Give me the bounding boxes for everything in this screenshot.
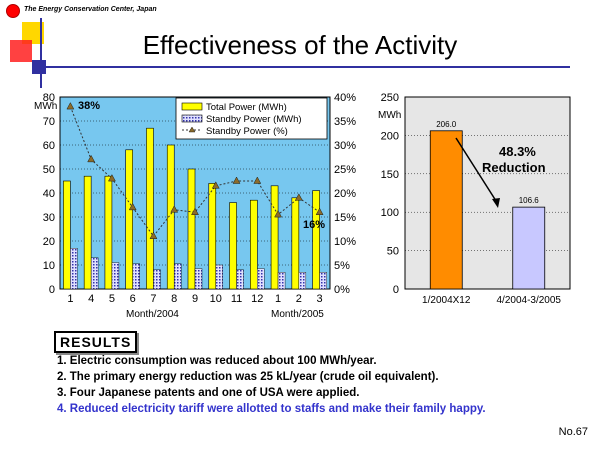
standby-power-bar	[194, 268, 203, 290]
standby-percent-marker	[274, 210, 282, 218]
org-logo-icon	[6, 4, 20, 18]
total-power-bar	[187, 168, 196, 290]
standby-percent-marker	[170, 205, 179, 213]
standby-power-bar	[90, 257, 99, 290]
month-tick-label: 3	[317, 293, 323, 305]
right-axis-tick-label: 40%	[334, 92, 356, 104]
standby-percent-marker	[295, 193, 303, 201]
left-ytick-label: 30	[43, 212, 55, 224]
left-ytick-label: 40	[43, 188, 55, 200]
title-underline	[40, 66, 570, 68]
month-tick-label: 2	[296, 293, 302, 305]
month-tick-label: 1	[275, 293, 281, 305]
left-ytick-label: 80	[43, 92, 55, 104]
legend-label-total: Total Power (MWh)	[206, 102, 287, 113]
right-axis-tick-label: 5%	[334, 260, 350, 272]
standby-percent-marker	[315, 207, 324, 215]
result-item-1: 1. Electric consumption was reduced abou…	[57, 355, 377, 367]
org-logo-bar: The Energy Conservation Center, Japan	[6, 4, 186, 18]
page-number: No.67	[558, 426, 588, 438]
left-ytick-label: 70	[43, 116, 55, 128]
standby-power-bar	[70, 247, 78, 290]
results-list: 1. Electric consumption was reduced abou…	[57, 355, 486, 419]
legend-label-standby: Standby Power (MWh)	[206, 114, 302, 125]
standby-percent-marker	[66, 102, 75, 110]
total-power-bar	[63, 180, 71, 290]
right-axis-tick-label: 10%	[334, 236, 356, 248]
month-tick-label: 12	[251, 293, 263, 305]
month-tick-label: 10	[210, 293, 222, 305]
deco-square-yellow	[22, 22, 44, 44]
standby-percent-marker	[128, 202, 137, 211]
result-item-4: 4. Reduced electricity tariff were allot…	[57, 403, 486, 415]
standby-power-bar	[174, 263, 182, 290]
left-ytick-label: 0	[49, 284, 55, 296]
standby-percent-marker	[232, 176, 241, 184]
standby-percent-marker	[108, 174, 116, 182]
standby-percent-marker	[149, 231, 158, 239]
total-power-bar	[104, 175, 113, 290]
deco-square-blue	[32, 60, 46, 74]
month-tick-label: 9	[192, 293, 198, 305]
right-axis-tick-label: 20%	[334, 188, 356, 200]
deco-square-red	[10, 40, 32, 62]
total-power-bar	[250, 199, 258, 290]
right-axis-tick-label: 25%	[334, 164, 356, 176]
total-power-bar	[270, 185, 279, 290]
standby-power-bar	[132, 263, 140, 290]
chart-legend: Total Power (MWh) Standby Power (MWh) St…	[175, 97, 328, 140]
month-tick-label: 4	[88, 293, 94, 305]
left-ytick-label: 60	[43, 140, 55, 152]
deco-line-vertical	[40, 18, 42, 88]
month-tick-label: 7	[150, 293, 156, 305]
standby-percent-marker	[253, 176, 262, 184]
left-y-unit-label: MWh	[34, 101, 57, 112]
standby-power-bar	[277, 272, 286, 290]
right-axis-tick-label: 0%	[334, 284, 350, 296]
total-power-bar	[146, 127, 154, 290]
total-power-bar	[291, 197, 300, 290]
left-xlabel-2004: Month/2004	[126, 309, 179, 320]
standby-percent-marker	[87, 154, 95, 163]
left-ytick-label: 20	[43, 236, 55, 248]
standby-power-bar	[319, 272, 327, 290]
month-tick-label: 11	[231, 293, 242, 305]
month-tick-label: 8	[171, 293, 177, 305]
total-power-bar	[83, 175, 92, 290]
month-tick-label: 6	[130, 293, 136, 305]
total-power-bar	[166, 144, 175, 290]
right-axis-tick-label: 15%	[334, 212, 356, 224]
legend-swatch-total	[181, 102, 203, 111]
month-tick-label: 5	[109, 293, 115, 305]
standby-power-bar	[236, 269, 244, 290]
standby-power-bar	[153, 269, 161, 290]
left-ytick-label: 50	[43, 164, 55, 176]
legend-marker-pct	[188, 126, 196, 133]
standby-power-bar	[257, 268, 265, 290]
results-heading: RESULTS	[54, 331, 138, 353]
total-power-bar	[125, 149, 133, 290]
total-power-bar	[312, 190, 320, 290]
org-name: The Energy Conservation Center, Japan	[24, 6, 157, 13]
standby-power-bar	[298, 272, 307, 290]
right-axis-tick-label: 30%	[334, 140, 356, 152]
standby-percent-marker	[191, 207, 199, 215]
result-item-3: 3. Four Japanese patents and one of USA …	[57, 387, 360, 399]
month-tick-label: 1	[67, 293, 73, 305]
result-item-2: 2. The primary energy reduction was 25 k…	[57, 371, 439, 383]
standby-power-bar	[111, 262, 120, 290]
monthly-power-chart: 0 10 20 30 40 50 60 70 80 0% 5% 10% 15% 20% 25% 30% 35%…	[34, 92, 356, 320]
page-title: Effectiveness of the Activity	[142, 30, 458, 60]
total-power-bar	[208, 183, 217, 290]
standby-power-bar	[215, 264, 223, 290]
standby-percent-marker	[211, 181, 220, 189]
legend-label-pct: Standby Power (%)	[206, 126, 288, 137]
legend-swatch-standby	[181, 114, 203, 123]
left-ytick-label: 10	[43, 260, 55, 272]
right-axis-tick-label: 35%	[334, 116, 356, 128]
annotation-38pct: 38%	[78, 100, 100, 112]
left-xlabel-2005: Month/2005	[271, 309, 324, 320]
total-power-bar	[229, 202, 237, 290]
annotation-16pct: 16%	[303, 219, 325, 231]
